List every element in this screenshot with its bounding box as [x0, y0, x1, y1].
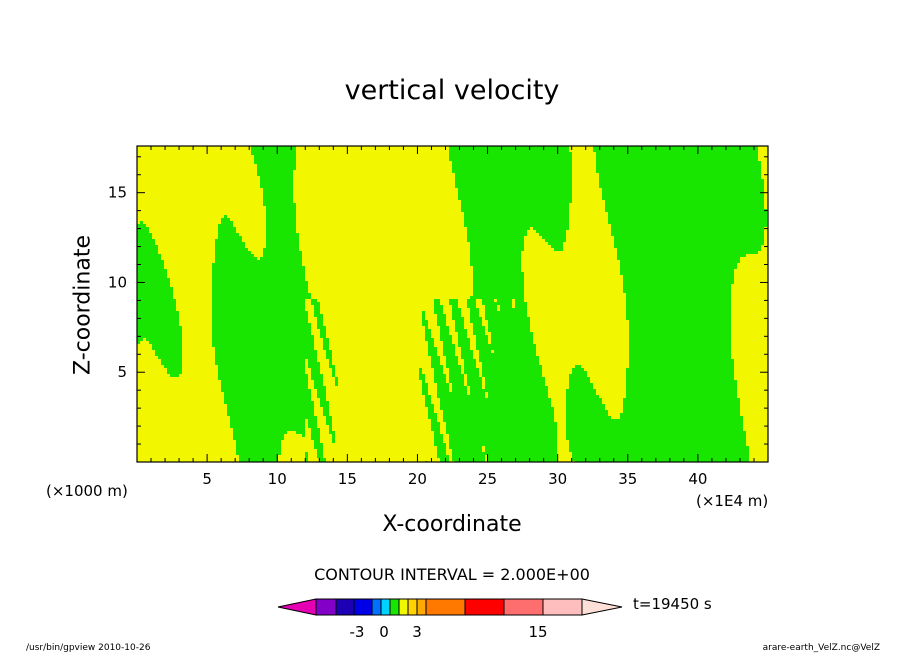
- colorbar-swatch: [416, 598, 427, 616]
- colorbar: -3 0 3 15: [277, 598, 623, 641]
- contour-interval-label: CONTOUR INTERVAL = 2.000E+00: [314, 565, 590, 584]
- x-tick-label: 25: [478, 470, 497, 488]
- colorbar-swatch: [464, 598, 505, 616]
- y-tick-label: 5: [117, 363, 127, 381]
- x-tick-label: 5: [202, 470, 212, 488]
- colorbar-swatch: [371, 598, 382, 616]
- colorbar-swatch: [503, 598, 544, 616]
- colorbar-swatch: [353, 598, 373, 616]
- colorbar-swatch: [315, 598, 337, 616]
- colorbar-swatch: [389, 598, 400, 616]
- plot-axes: 5 10 15 20 25 30 35 40 5 10 15: [108, 145, 769, 488]
- x-tick-label: 20: [408, 470, 427, 488]
- y-tick-label: 10: [108, 273, 127, 291]
- colorbar-tick-label: 15: [528, 623, 547, 641]
- colorbar-swatch: [398, 598, 409, 616]
- colorbar-swatch: [542, 598, 583, 616]
- colorbar-swatch: [335, 598, 355, 616]
- x-tick-label: 15: [338, 470, 357, 488]
- colorbar-arrow-high: [581, 598, 623, 616]
- x-axis-label: X-coordinate: [382, 512, 522, 537]
- colorbar-swatch: [425, 598, 466, 616]
- colorbar-tick-label: 3: [412, 623, 422, 641]
- colorbar-tick-label: 0: [379, 623, 389, 641]
- colorbar-arrow-low: [277, 598, 317, 616]
- contour-field: [137, 146, 768, 462]
- plot-frame: [136, 145, 769, 463]
- x-unit-label-right: (×1E4 m): [696, 492, 769, 510]
- x-tick-label: 35: [618, 470, 637, 488]
- x-tick-label: 40: [688, 470, 707, 488]
- time-label: t=19450 s: [633, 595, 712, 613]
- footer-program-label: /usr/bin/gpview 2010-10-26: [26, 643, 151, 653]
- colorbar-swatch: [407, 598, 418, 616]
- x-unit-label: (×1000 m): [46, 482, 128, 500]
- x-tick-label: 30: [548, 470, 567, 488]
- footer-file-label: arare-earth_VelZ.nc@VelZ: [762, 643, 880, 653]
- x-tick-label: 10: [268, 470, 287, 488]
- chart-title: vertical velocity: [344, 75, 560, 106]
- colorbar-tick-label: -3: [350, 623, 365, 641]
- y-tick-label: 15: [108, 184, 127, 202]
- y-axis-label: Z-coordinate: [70, 235, 96, 375]
- colorbar-swatch: [380, 598, 391, 616]
- negative-region: [137, 146, 767, 462]
